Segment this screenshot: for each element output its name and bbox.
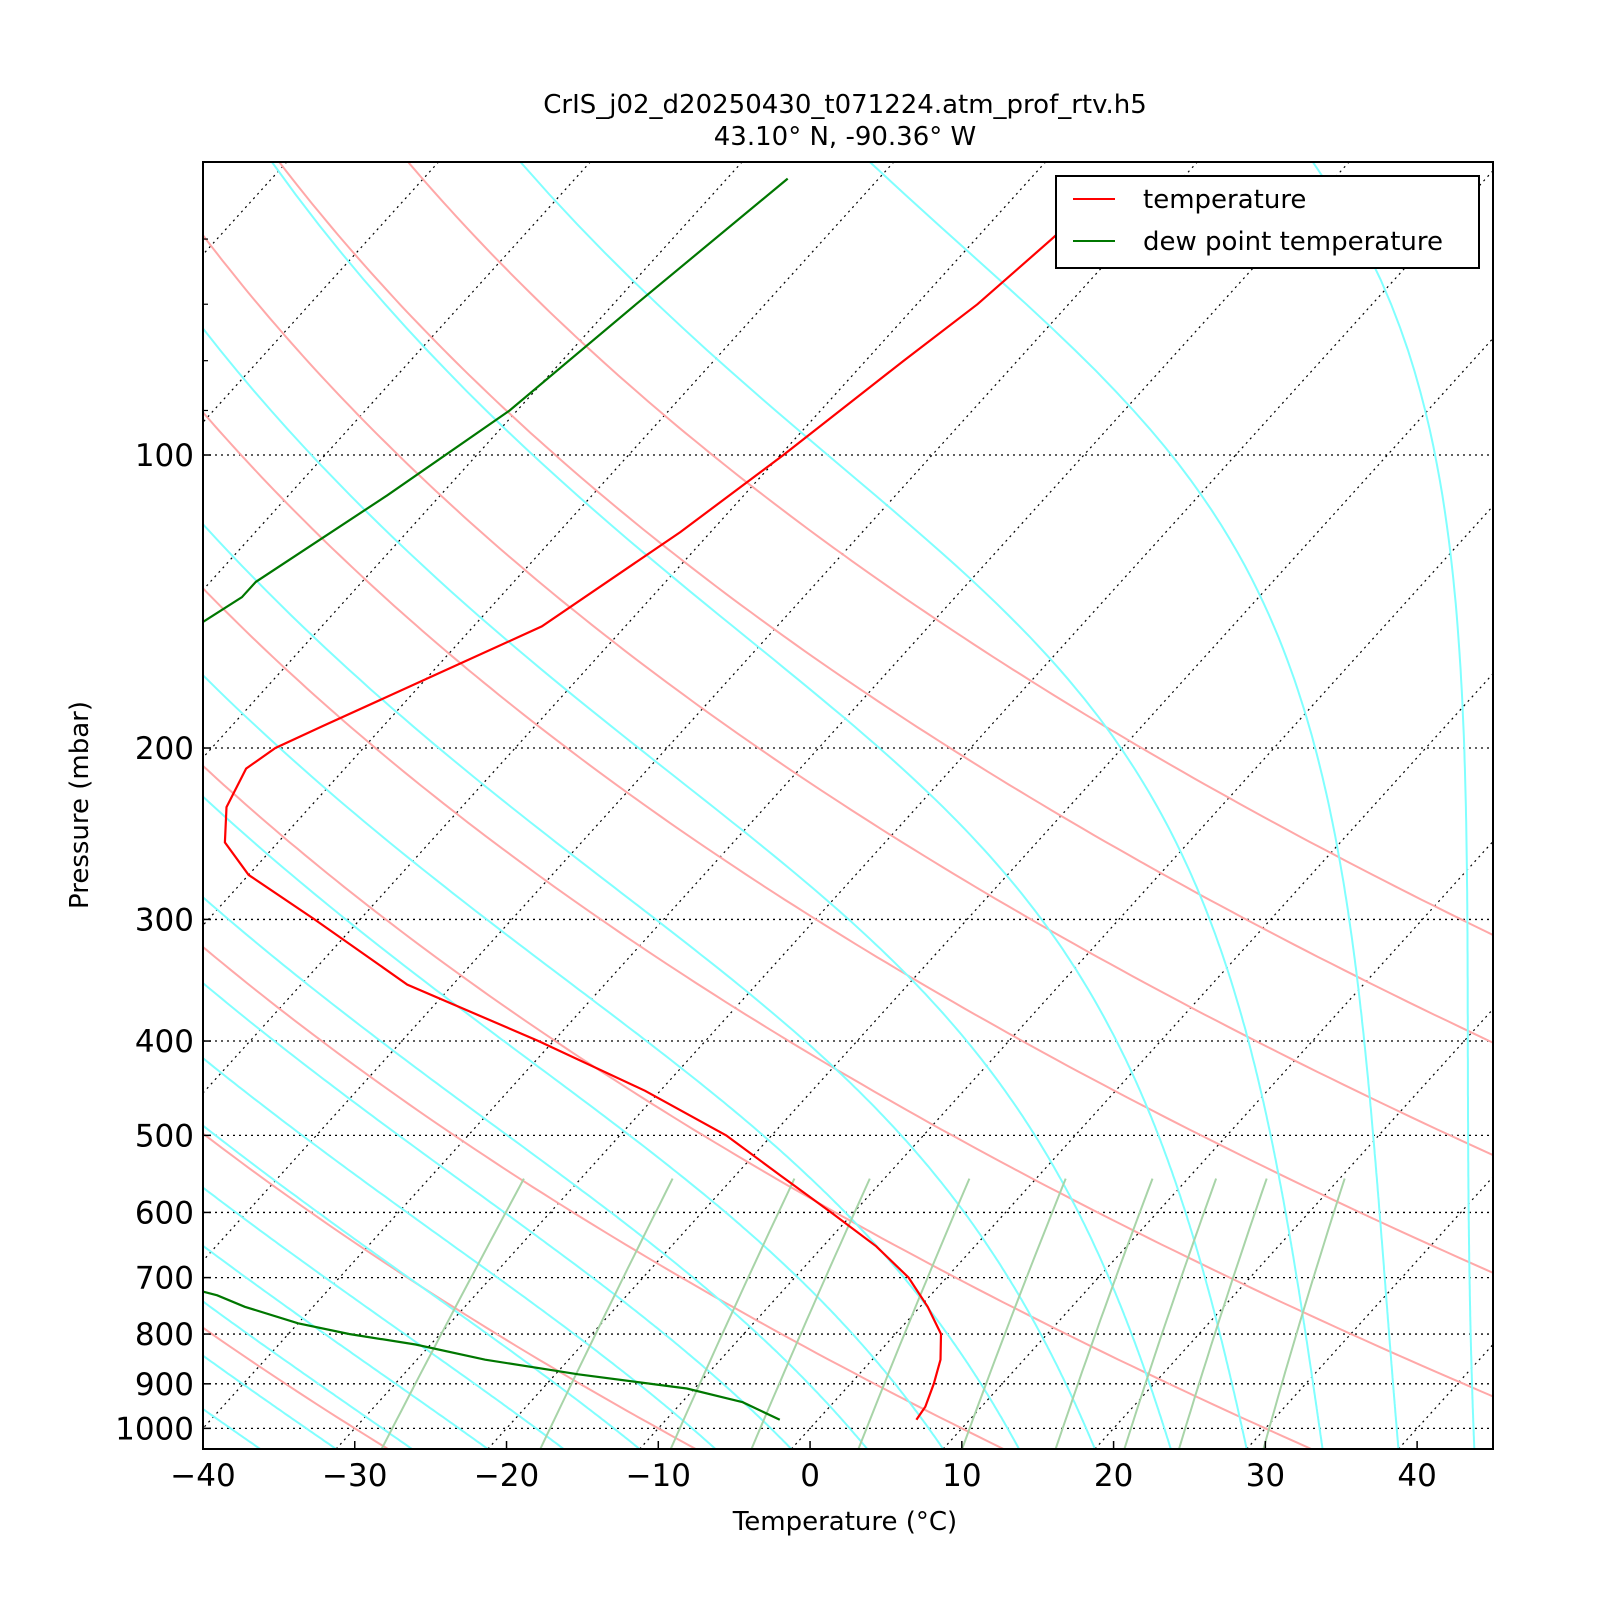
moist-adiabat xyxy=(203,1354,337,1449)
moist-adiabat xyxy=(203,1300,413,1449)
moist-adiabat xyxy=(203,673,1020,1449)
x-tick-label: −40 xyxy=(170,1458,235,1494)
y-tick-label: 1000 xyxy=(115,1411,194,1447)
x-tick-label: 20 xyxy=(1094,1458,1133,1494)
dry-adiabat xyxy=(203,1132,697,1449)
plot-area xyxy=(203,162,1600,1449)
legend-box xyxy=(1055,175,1480,269)
x-tick-label: −10 xyxy=(626,1458,691,1494)
moist-adiabat xyxy=(203,795,945,1449)
moist-adiabat xyxy=(203,1124,641,1449)
x-tick-label: 10 xyxy=(942,1458,981,1494)
isotherm--110 xyxy=(203,162,288,256)
isotherm-0 xyxy=(790,672,1493,1449)
moist-adiabat xyxy=(519,162,1324,1449)
isotherm-50 xyxy=(1550,162,1600,1449)
isotherm-20 xyxy=(1094,1008,1493,1449)
x-tick-label: 30 xyxy=(1246,1458,1285,1494)
isotherm--30 xyxy=(335,169,1493,1449)
moist-adiabat xyxy=(203,1186,565,1449)
dry-adiabat xyxy=(278,162,1493,1044)
y-tick-label: 200 xyxy=(135,731,194,767)
x-tick-label: −20 xyxy=(474,1458,539,1494)
legend: temperature dew point temperature xyxy=(1055,175,1480,269)
isotherm-10 xyxy=(942,840,1493,1449)
isotherm--90 xyxy=(203,162,591,591)
mixing-ratio-line xyxy=(857,1178,971,1449)
mixing-ratio-line xyxy=(1123,1178,1218,1449)
moist-adiabat xyxy=(869,162,1400,1449)
dry-adiabat xyxy=(203,586,1493,1398)
mixing-ratio-line xyxy=(750,1178,871,1449)
y-tick-label: 800 xyxy=(135,1317,194,1353)
isotherm--40 xyxy=(203,162,1350,1430)
moist-adiabat xyxy=(203,522,1096,1449)
moist-adiabat xyxy=(203,895,869,1449)
chart-title-line2: 43.10° N, -90.36° W xyxy=(714,122,976,152)
chart-title-line1: CrIS_j02_d20250430_t071224.atm_prof_rtv.… xyxy=(543,90,1147,120)
y-tick-label: 300 xyxy=(135,902,194,938)
mixing-ratio-line xyxy=(669,1178,796,1449)
dry-adiabat xyxy=(203,945,1004,1449)
mixing-ratio-line xyxy=(380,1178,525,1449)
axes xyxy=(202,161,1494,1450)
y-tick-label: 900 xyxy=(135,1367,194,1403)
mixing-ratio-line xyxy=(1262,1178,1346,1449)
y-axis-label: Pressure (mbar) xyxy=(65,701,95,909)
isotherm--70 xyxy=(203,162,895,927)
isotherm--60 xyxy=(203,162,1046,1094)
tick-labels: −40 −30 −20 −10 0 10 20 30 40 100 200 300 400 500 600 7… xyxy=(115,238,1437,1494)
moist-adiabat xyxy=(203,326,1172,1449)
y-tick-label: 100 xyxy=(135,438,194,474)
dry-adiabat xyxy=(203,233,1493,1157)
moist-adiabat xyxy=(203,981,793,1449)
x-tick-label: 0 xyxy=(800,1458,820,1494)
moist-adiabat xyxy=(203,1056,717,1449)
moist-adiabat xyxy=(271,162,1248,1449)
isotherm--80 xyxy=(203,162,743,759)
y-tick-label: 700 xyxy=(135,1261,194,1297)
temperature-line xyxy=(223,177,1120,1421)
mixing-ratio-line xyxy=(1054,1178,1154,1449)
x-axis-label: Temperature (°C) xyxy=(732,1507,957,1537)
data-series xyxy=(203,177,1120,1421)
legend-label-temperature: temperature xyxy=(1143,185,1306,215)
x-tick-label: −30 xyxy=(322,1458,387,1494)
y-tick-label: 500 xyxy=(135,1118,194,1154)
plot-frame xyxy=(202,161,1494,1450)
isotherm-30 xyxy=(1246,1175,1493,1449)
dry-adiabat xyxy=(203,1326,389,1449)
moist-adiabat xyxy=(203,1244,489,1449)
mixing-ratio-line xyxy=(961,1178,1067,1449)
dry-adiabat xyxy=(203,410,1493,1274)
mixing-ratio-line xyxy=(539,1178,674,1449)
isotherm--50 xyxy=(203,162,1198,1262)
y-tick-label: 400 xyxy=(135,1024,194,1060)
dry-adiabat xyxy=(203,764,1312,1449)
dry-adiabat xyxy=(407,162,1493,937)
isotherm-40 xyxy=(1398,1343,1493,1449)
y-tick-label: 600 xyxy=(135,1195,194,1231)
mixing-ratio-line xyxy=(1178,1178,1268,1449)
isotherm--100 xyxy=(203,162,439,424)
moist-adiabat xyxy=(1311,162,1476,1449)
x-tick-label: 40 xyxy=(1397,1458,1436,1494)
dew-point-line xyxy=(203,177,789,1421)
legend-label-dewpoint: dew point temperature xyxy=(1143,227,1443,257)
moist-adiabat xyxy=(203,1407,261,1449)
isotherm--10 xyxy=(639,505,1493,1449)
isotherm--20 xyxy=(487,337,1493,1449)
